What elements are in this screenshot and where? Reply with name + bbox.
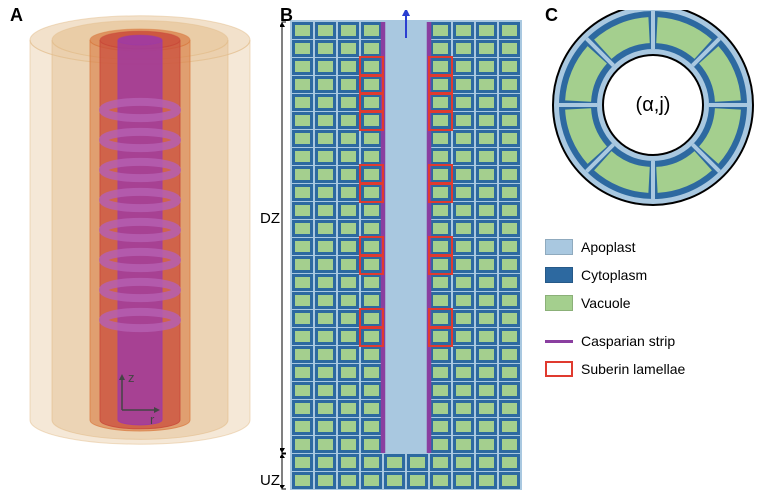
- uz-label: UZ: [260, 472, 280, 489]
- dz-label: DZ: [260, 210, 280, 227]
- svg-text:(α,j): (α,j): [636, 94, 671, 116]
- panel-b-container: B DZ UZ: [280, 10, 530, 490]
- legend-casparian-line: [545, 340, 573, 343]
- panel-c-container: C (α,j) Apoplast Cytoplasm Vacuole Caspa…: [545, 10, 765, 490]
- panel-a-svg: zr: [10, 10, 270, 480]
- legend-cytoplasm-swatch: [545, 267, 573, 283]
- svg-text:r: r: [150, 412, 155, 427]
- legend-apoplast-swatch: [545, 239, 573, 255]
- panel-a-container: A zr: [10, 10, 270, 490]
- legend-cytoplasm-label: Cytoplasm: [581, 267, 647, 283]
- legend-suberin: Suberin lamellae: [545, 357, 765, 381]
- panel-b-label: B: [280, 5, 293, 26]
- svg-text:z: z: [128, 370, 135, 385]
- legend-suberin-box: [545, 361, 573, 377]
- legend-apoplast-label: Apoplast: [581, 239, 635, 255]
- legend-suberin-label: Suberin lamellae: [581, 361, 685, 377]
- legend-cytoplasm: Cytoplasm: [545, 263, 765, 287]
- legend-casparian: Casparian strip: [545, 329, 765, 353]
- legend-casparian-label: Casparian strip: [581, 333, 675, 349]
- panel-c-label: C: [545, 5, 558, 26]
- legend-vacuole-label: Vacuole: [581, 295, 631, 311]
- panel-c-svg: (α,j): [545, 10, 765, 210]
- legend: Apoplast Cytoplasm Vacuole Casparian str…: [545, 235, 765, 385]
- panel-a-label: A: [10, 5, 23, 26]
- legend-vacuole: Vacuole: [545, 291, 765, 315]
- legend-vacuole-swatch: [545, 295, 573, 311]
- panel-b-svg: [280, 10, 530, 490]
- legend-apoplast: Apoplast: [545, 235, 765, 259]
